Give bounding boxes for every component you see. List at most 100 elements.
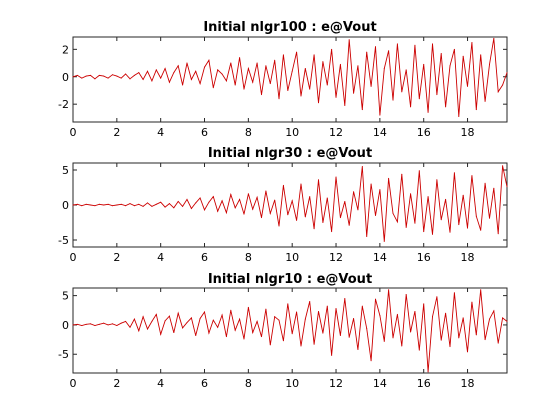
data-point [475, 334, 477, 336]
data-point [405, 69, 407, 71]
data-point [449, 346, 451, 348]
data-point [497, 342, 499, 344]
data-point [133, 205, 135, 207]
data-point [151, 80, 153, 82]
data-point [147, 328, 149, 330]
data-point [291, 333, 293, 335]
data-point [269, 83, 271, 85]
data-point [72, 76, 74, 78]
y-tick-label: -5 [58, 234, 69, 247]
x-tick-label: 14 [373, 126, 387, 139]
data-point [462, 55, 464, 57]
data-point [427, 371, 429, 373]
data-point [484, 339, 486, 341]
data-point [304, 318, 306, 320]
data-point [344, 298, 346, 300]
x-tick-label: 6 [201, 377, 208, 390]
data-point [230, 309, 232, 311]
data-point [190, 79, 192, 80]
x-tick-label: 4 [157, 251, 164, 264]
data-point [90, 204, 92, 206]
data-point [471, 175, 473, 177]
data-point [401, 173, 403, 175]
data-point [366, 236, 368, 237]
data-point [388, 50, 390, 52]
data-point [186, 62, 188, 64]
x-tick-label: 16 [417, 126, 431, 139]
data-point [335, 308, 337, 310]
data-point [309, 196, 311, 198]
data-point [116, 325, 118, 327]
data-point [414, 44, 416, 46]
data-point [85, 323, 87, 325]
data-point [256, 320, 258, 322]
data-point [484, 182, 486, 184]
data-point [392, 212, 394, 214]
data-point [160, 333, 162, 335]
data-point [374, 46, 376, 48]
x-tick-label: 14 [373, 377, 387, 390]
data-point [261, 336, 263, 338]
data-point [370, 183, 372, 185]
x-tick-label: 12 [329, 377, 343, 390]
data-point [111, 74, 113, 76]
data-point [480, 229, 482, 231]
data-point [195, 334, 197, 336]
data-point [155, 313, 157, 315]
data-point [287, 303, 289, 305]
data-point [125, 73, 127, 75]
subplot-1: Initial nlgr100 : e@Vout 0 2 4 6 8 10 12 14 16 18… [58, 20, 508, 139]
data-point [427, 111, 429, 113]
axes-box-3 [72, 287, 508, 374]
data-point [339, 334, 341, 336]
data-point [383, 340, 385, 342]
data-point [392, 337, 394, 339]
data-point [431, 43, 433, 45]
data-point [76, 74, 78, 76]
data-point [225, 80, 227, 82]
data-point [497, 233, 499, 235]
data-point [278, 319, 280, 321]
data-point [129, 203, 131, 205]
data-point [449, 231, 451, 233]
x-tick-label: 4 [157, 377, 164, 390]
data-point [471, 301, 473, 303]
data-point [265, 65, 267, 67]
data-point [383, 68, 385, 70]
data-point [453, 172, 455, 174]
data-point [449, 65, 451, 67]
x-tick-label: 8 [245, 251, 252, 264]
data-point [111, 323, 113, 325]
data-point [418, 98, 420, 100]
data-point [274, 199, 276, 201]
data-point [125, 205, 127, 207]
data-point [304, 68, 306, 70]
data-point [475, 215, 477, 217]
x-tick-label: 8 [245, 377, 252, 390]
x-tick-label: 16 [417, 377, 431, 390]
data-point [445, 106, 447, 108]
data-point [243, 88, 245, 90]
x-tick-label: 12 [329, 251, 343, 264]
data-point [142, 205, 144, 207]
data-point [147, 202, 149, 204]
data-point [81, 325, 83, 327]
data-point [190, 208, 192, 209]
data-point [151, 205, 153, 207]
data-point [300, 95, 302, 97]
data-point [436, 296, 438, 298]
data-point [502, 165, 504, 167]
data-point [361, 109, 363, 111]
series-points-1 [72, 37, 508, 118]
data-point [313, 228, 315, 230]
data-point [291, 70, 293, 72]
data-point [129, 78, 131, 80]
data-point [401, 91, 403, 93]
data-point [76, 203, 78, 205]
data-point [304, 216, 306, 218]
data-point [322, 222, 324, 223]
data-point [151, 320, 153, 322]
y-tick-label: 0 [62, 71, 69, 84]
x-ticks-1: 0 2 4 6 8 10 12 14 16 18 [70, 37, 475, 139]
